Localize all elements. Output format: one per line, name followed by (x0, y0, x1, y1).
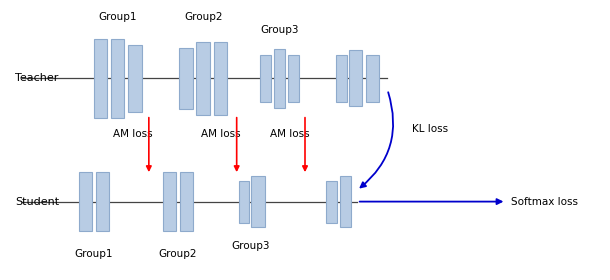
FancyBboxPatch shape (179, 48, 193, 109)
FancyBboxPatch shape (340, 176, 351, 227)
Text: Group2: Group2 (159, 249, 198, 259)
FancyBboxPatch shape (94, 39, 107, 118)
Text: Group3: Group3 (232, 241, 270, 251)
Text: AM loss: AM loss (201, 129, 241, 139)
FancyBboxPatch shape (288, 55, 299, 102)
FancyBboxPatch shape (79, 172, 92, 231)
FancyBboxPatch shape (326, 181, 337, 223)
Text: AM loss: AM loss (270, 129, 309, 139)
FancyBboxPatch shape (366, 55, 379, 102)
FancyBboxPatch shape (214, 42, 227, 115)
Text: Group2: Group2 (184, 12, 223, 22)
Text: Teacher: Teacher (15, 73, 59, 83)
FancyBboxPatch shape (96, 172, 109, 231)
FancyBboxPatch shape (336, 55, 347, 102)
Text: KL loss: KL loss (412, 124, 448, 134)
FancyBboxPatch shape (163, 172, 176, 231)
FancyArrowPatch shape (361, 92, 393, 187)
FancyBboxPatch shape (274, 49, 285, 108)
Text: Group3: Group3 (260, 25, 299, 35)
FancyBboxPatch shape (111, 39, 124, 118)
FancyBboxPatch shape (128, 45, 142, 112)
FancyBboxPatch shape (349, 50, 362, 106)
Text: Group1: Group1 (98, 12, 137, 22)
Text: Softmax loss: Softmax loss (511, 197, 578, 207)
FancyBboxPatch shape (196, 42, 210, 115)
FancyBboxPatch shape (260, 55, 271, 102)
FancyBboxPatch shape (251, 176, 265, 227)
FancyBboxPatch shape (239, 181, 249, 223)
Text: Group1: Group1 (74, 249, 113, 259)
Text: Student: Student (15, 197, 59, 207)
Text: AM loss: AM loss (113, 129, 153, 139)
FancyBboxPatch shape (180, 172, 193, 231)
